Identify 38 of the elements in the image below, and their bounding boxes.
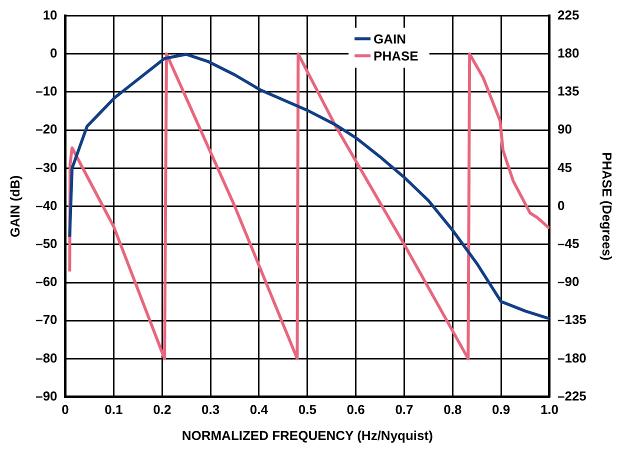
y2-tick-label: –225 bbox=[557, 388, 586, 404]
x-tick-label: 0.4 bbox=[250, 402, 269, 418]
x-tick-label: 0.2 bbox=[153, 402, 172, 418]
y2-tick-label: 45 bbox=[557, 160, 572, 175]
y-tick-label: 10 bbox=[42, 7, 58, 22]
y2-tick-label: 90 bbox=[557, 122, 572, 137]
y-tick-label: –20 bbox=[36, 122, 58, 137]
y-tick-label: –80 bbox=[36, 350, 58, 366]
y2-tick-label: 135 bbox=[557, 84, 580, 99]
x-tick-label: 0.9 bbox=[492, 402, 510, 418]
x-tick-label: 1.0 bbox=[540, 402, 559, 418]
y2-tick-label: –90 bbox=[557, 274, 580, 290]
y-tick-label: –90 bbox=[36, 388, 58, 404]
y-tick-label: –70 bbox=[36, 312, 58, 328]
y2-tick-label: –45 bbox=[557, 236, 580, 251]
x-tick-label: 0.6 bbox=[346, 402, 365, 418]
x-tick-label: 0 bbox=[62, 402, 69, 418]
y2-tick-label: –135 bbox=[557, 312, 586, 328]
x-tick-label: 0.5 bbox=[298, 402, 316, 418]
x-tick-label: 0.7 bbox=[395, 402, 414, 418]
x-tick-label: 0.3 bbox=[202, 402, 220, 418]
y2-tick-label: 0 bbox=[557, 198, 565, 213]
y-tick-label: –30 bbox=[36, 160, 58, 175]
y-tick-label: –10 bbox=[36, 84, 58, 99]
y-tick-label: –60 bbox=[36, 274, 58, 290]
y-axis-title: GAIN (dB) bbox=[7, 175, 22, 238]
y-tick-label: 0 bbox=[50, 45, 58, 60]
y2-tick-label: 180 bbox=[557, 45, 580, 60]
legend-label: GAIN bbox=[374, 31, 406, 46]
y2-axis-title: PHASE (Degrees) bbox=[600, 152, 615, 260]
x-tick-label: 0.1 bbox=[104, 402, 123, 418]
y-tick-label: –50 bbox=[36, 236, 58, 251]
legend-label: PHASE bbox=[374, 48, 419, 64]
x-tick-label: 0.8 bbox=[444, 402, 462, 418]
y2-tick-label: 225 bbox=[557, 7, 580, 22]
y2-tick-label: –180 bbox=[557, 350, 586, 366]
x-axis-title: NORMALIZED FREQUENCY (Hz/Nyquist) bbox=[182, 428, 433, 443]
y-tick-label: –40 bbox=[36, 198, 58, 213]
